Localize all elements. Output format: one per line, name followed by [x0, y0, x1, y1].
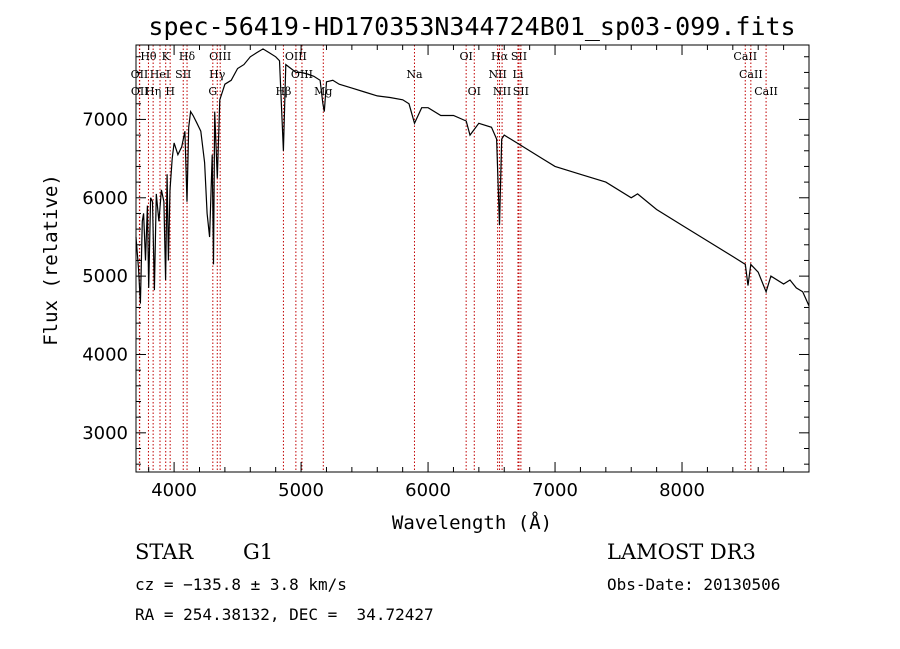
x-tick-label: 6000 — [405, 480, 451, 501]
spectral-line-label: CaII — [733, 50, 757, 63]
spectral-line-label: K — [162, 50, 171, 63]
spectral-line-label: CaII — [739, 68, 763, 81]
y-tick-label: 7000 — [82, 109, 128, 130]
spectral-line-label: G — [208, 85, 217, 98]
object-class: STAR — [135, 540, 194, 564]
spectral-line-label: OIII — [291, 68, 313, 81]
spectral-line-label: Hγ — [209, 68, 226, 81]
spectral-line-label: Li — [513, 68, 524, 81]
coordinates: RA = 254.38132, DEC = 34.72427 — [135, 605, 434, 624]
obs-date: Obs-Date: 20130506 — [607, 575, 781, 594]
spectral-line-label: SII — [175, 68, 191, 81]
x-tick-label: 4000 — [151, 480, 197, 501]
spectrum-line — [135, 48, 810, 307]
x-axis-label: Wavelength (Å) — [392, 511, 552, 534]
spectral-line-label: Mg — [314, 85, 332, 98]
chart-title: spec-56419-HD170353N344724B01_sp03-099.f… — [148, 12, 795, 41]
spectral-line-label: NII — [493, 85, 511, 98]
spectral-line-label: Hβ — [275, 85, 291, 98]
plot-frame — [135, 44, 810, 473]
y-tick-label: 4000 — [82, 344, 128, 365]
object-subclass: G1 — [243, 540, 274, 564]
spectral-line-label: Hη — [145, 85, 161, 98]
spectral-line-label: SII — [513, 85, 529, 98]
spectral-line-label: Hθ — [140, 50, 157, 63]
spectral-line-label: NII — [488, 68, 506, 81]
survey-name: LAMOST DR3 — [607, 540, 756, 564]
y-axis-label: Flux (relative) — [40, 174, 62, 346]
y-tick-label: 5000 — [82, 266, 128, 287]
spectral-line-label: H — [165, 85, 175, 98]
spectral-line-label: SII — [511, 50, 527, 63]
y-tick-label: 6000 — [82, 188, 128, 209]
spectral-line-label: OI — [459, 50, 472, 63]
x-tick-label: 5000 — [278, 480, 324, 501]
spectral-line-label: OIII — [285, 50, 307, 63]
spectral-line-label: CaII — [754, 85, 778, 98]
spectral-line-label: Hα — [491, 50, 509, 63]
spectral-line-label: OII — [131, 85, 149, 98]
spectral-line-label: Na — [406, 68, 423, 81]
spectral-line-label: OI — [468, 85, 481, 98]
spectral-line-label: HeI — [150, 68, 170, 81]
spectral-line-label: Hδ — [179, 50, 196, 63]
spectral-line-label: OIII — [209, 50, 231, 63]
x-tick-label: 7000 — [532, 480, 578, 501]
x-tick-label: 8000 — [659, 480, 705, 501]
redshift-readout: cz = −135.8 ± 3.8 km/s — [135, 575, 347, 594]
y-tick-label: 3000 — [82, 423, 128, 444]
